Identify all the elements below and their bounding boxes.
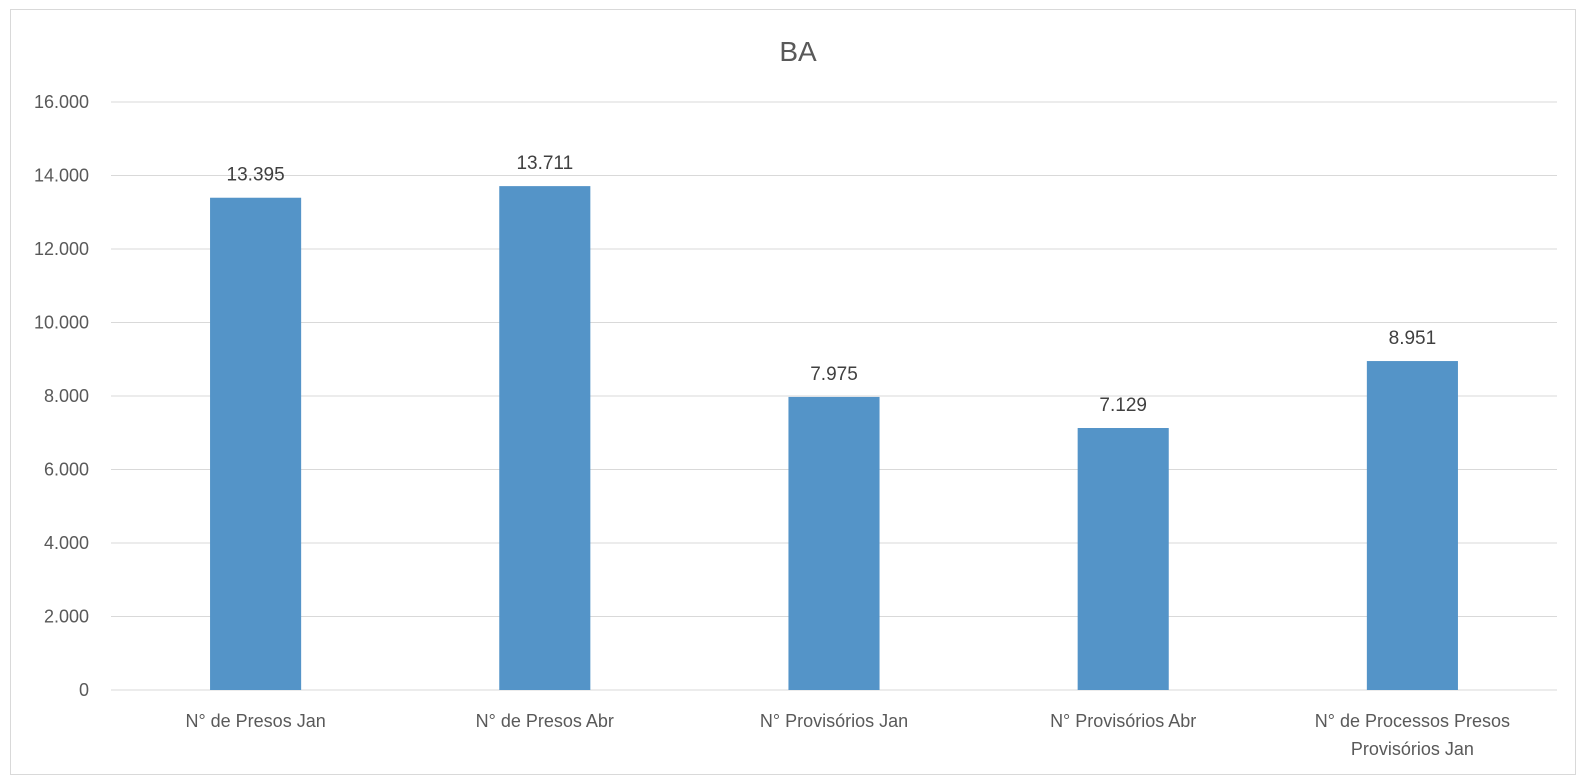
data-label: 8.951 (1389, 328, 1437, 349)
y-tick-label: 14.000 (34, 166, 89, 186)
bar (1366, 361, 1458, 690)
bar (1077, 428, 1169, 690)
y-tick-label: 0 (79, 680, 89, 700)
bar (210, 197, 302, 690)
x-tick-label: N° de Presos Abr (476, 711, 614, 731)
y-tick-label: 16.000 (34, 92, 89, 112)
data-label: 7.129 (1099, 395, 1147, 416)
data-labels: 13.395 13.711 7.975 7.129 8.951 (227, 153, 1437, 416)
x-tick-label: N° de Presos Jan (185, 711, 325, 731)
y-axis: 0 2.000 4.000 6.000 8.000 10.000 12.000 14.000 1… (34, 92, 89, 700)
bars (210, 186, 1458, 691)
chart-title: BA (779, 36, 817, 67)
bar (788, 396, 880, 690)
x-tick-label: N° de Processos Presos (1315, 711, 1510, 731)
x-tick-label: N° Provisórios Jan (760, 711, 908, 731)
bar (499, 186, 591, 691)
x-tick-label: N° Provisórios Abr (1050, 711, 1196, 731)
data-label: 7.975 (810, 364, 858, 385)
y-tick-label: 8.000 (44, 386, 89, 406)
x-axis: N° de Presos Jan N° de Presos Abr N° Provi… (185, 711, 1510, 759)
y-tick-label: 6.000 (44, 460, 89, 480)
data-label: 13.711 (516, 153, 573, 174)
y-tick-label: 12.000 (34, 239, 89, 259)
y-tick-label: 10.000 (34, 313, 89, 333)
y-tick-label: 2.000 (44, 607, 89, 627)
data-label: 13.395 (227, 165, 285, 186)
y-tick-label: 4.000 (44, 533, 89, 553)
x-tick-label: Provisórios Jan (1351, 739, 1474, 759)
gridlines (111, 101, 1557, 691)
